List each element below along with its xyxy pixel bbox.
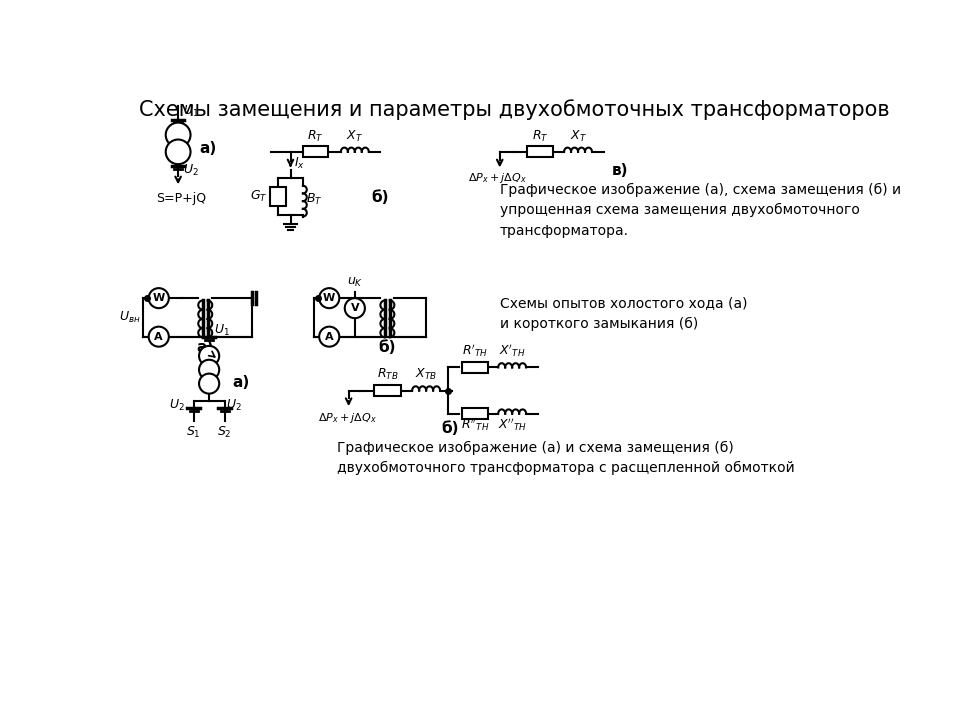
Text: $X'_{ТН}$: $X'_{ТН}$ <box>499 343 525 359</box>
Text: $\Delta P_x+j\Delta Q_x$: $\Delta P_x+j\Delta Q_x$ <box>468 171 527 185</box>
Text: в): в) <box>612 163 628 178</box>
Circle shape <box>149 288 169 308</box>
Text: $U_2$: $U_2$ <box>169 398 184 413</box>
Text: A: A <box>155 332 163 342</box>
Text: $I_x$: $I_x$ <box>294 156 304 171</box>
Text: б): б) <box>442 421 459 436</box>
Circle shape <box>149 327 169 346</box>
Text: $S_2$: $S_2$ <box>217 426 232 441</box>
Text: а): а) <box>200 141 217 156</box>
Text: $X_T$: $X_T$ <box>569 129 587 143</box>
Text: $R'_{ТН}$: $R'_{ТН}$ <box>462 343 488 359</box>
Text: $U_{вн}$: $U_{вн}$ <box>119 310 141 325</box>
Text: Графическое изображение (а) и схема замещения (б)
двухобмоточного трансформатора: Графическое изображение (а) и схема заме… <box>337 441 795 475</box>
Text: а): а) <box>197 340 214 355</box>
Text: $R_T$: $R_T$ <box>307 129 324 143</box>
Circle shape <box>345 298 365 318</box>
Text: V: V <box>350 303 359 313</box>
Text: S=P+jQ: S=P+jQ <box>156 192 206 204</box>
Bar <box>374 385 400 396</box>
Text: Схемы опытов холостого хода (а)
и короткого замыкания (б): Схемы опытов холостого хода (а) и коротк… <box>500 296 747 330</box>
Text: б): б) <box>378 340 396 355</box>
Text: $\Delta P_x+j\Delta Q_x$: $\Delta P_x+j\Delta Q_x$ <box>318 411 376 426</box>
Circle shape <box>166 140 190 164</box>
Bar <box>271 187 286 206</box>
Text: $X_T$: $X_T$ <box>347 129 363 143</box>
Circle shape <box>199 360 219 379</box>
Bar <box>462 408 488 419</box>
Text: A: A <box>324 332 333 342</box>
Text: $U_1$: $U_1$ <box>182 104 199 120</box>
Circle shape <box>319 288 339 308</box>
Text: W: W <box>324 293 335 303</box>
Text: $U_2$: $U_2$ <box>182 163 199 178</box>
Text: $R''_{ТН}$: $R''_{ТН}$ <box>461 417 490 433</box>
Text: $R_{ТВ}$: $R_{ТВ}$ <box>376 367 398 382</box>
Text: $B_T$: $B_T$ <box>306 192 323 207</box>
Text: $S_1$: $S_1$ <box>186 426 201 441</box>
Bar <box>303 146 327 157</box>
Text: $R_T$: $R_T$ <box>532 129 548 143</box>
Text: б): б) <box>372 190 390 205</box>
Circle shape <box>319 327 339 346</box>
Text: $X_{ТВ}$: $X_{ТВ}$ <box>415 367 437 382</box>
Text: $U_2$: $U_2$ <box>227 398 242 413</box>
Text: W: W <box>153 293 165 303</box>
Circle shape <box>166 122 190 147</box>
Text: Графическое изображение (а), схема замещения (б) и
упрощенная схема замещения дв: Графическое изображение (а), схема замещ… <box>500 183 900 238</box>
Text: Схемы замещения и параметры двухобмоточных трансформаторов: Схемы замещения и параметры двухобмоточн… <box>139 99 890 120</box>
Text: а): а) <box>232 374 250 390</box>
Text: $U_1$: $U_1$ <box>214 323 229 338</box>
Text: $X''_{ТН}$: $X''_{ТН}$ <box>497 417 527 433</box>
Circle shape <box>199 374 219 394</box>
Text: $u_K$: $u_K$ <box>347 276 363 289</box>
Bar <box>462 362 488 373</box>
Bar <box>527 146 553 157</box>
Circle shape <box>199 346 219 366</box>
Text: $G_T$: $G_T$ <box>251 189 268 204</box>
